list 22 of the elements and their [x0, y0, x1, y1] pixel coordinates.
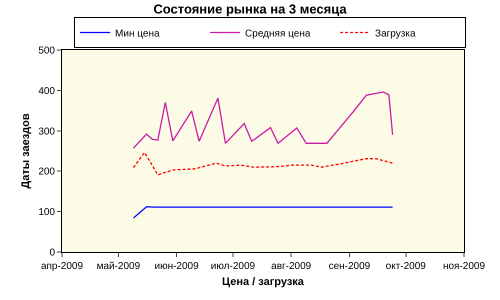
y-tick-label: 200: [38, 166, 56, 178]
line-series: [132, 152, 394, 176]
x-tick-label: ноя-2009: [442, 261, 486, 272]
legend-label: Загрузка: [375, 28, 416, 40]
x-tick-label: авг-2009: [271, 261, 312, 272]
y-tick-label: 300: [38, 126, 56, 138]
chart-title: Состояние рынка на 3 месяца: [153, 2, 348, 17]
y-tick-label: 100: [38, 207, 56, 218]
x-tick-label: апр-2009: [40, 261, 84, 272]
x-tick-label: май-2009: [96, 261, 141, 272]
y-tick-label: 500: [38, 46, 56, 56]
x-axis-title: Цена / загрузка: [222, 276, 305, 288]
y-axis-title: Даты заездов: [20, 113, 32, 189]
x-tick-label: окт-2009: [386, 261, 426, 272]
line-series: [132, 91, 394, 149]
x-tick-label: июл-2009: [210, 261, 256, 272]
x-tick-label: июн-2009: [154, 261, 200, 272]
legend-label: Средняя цена: [245, 28, 311, 40]
y-tick-label: 0: [49, 248, 56, 258]
legend-label: Мин цена: [115, 28, 160, 40]
y-tick-label: 400: [38, 86, 56, 97]
x-tick-label: сен-2009: [328, 261, 371, 272]
